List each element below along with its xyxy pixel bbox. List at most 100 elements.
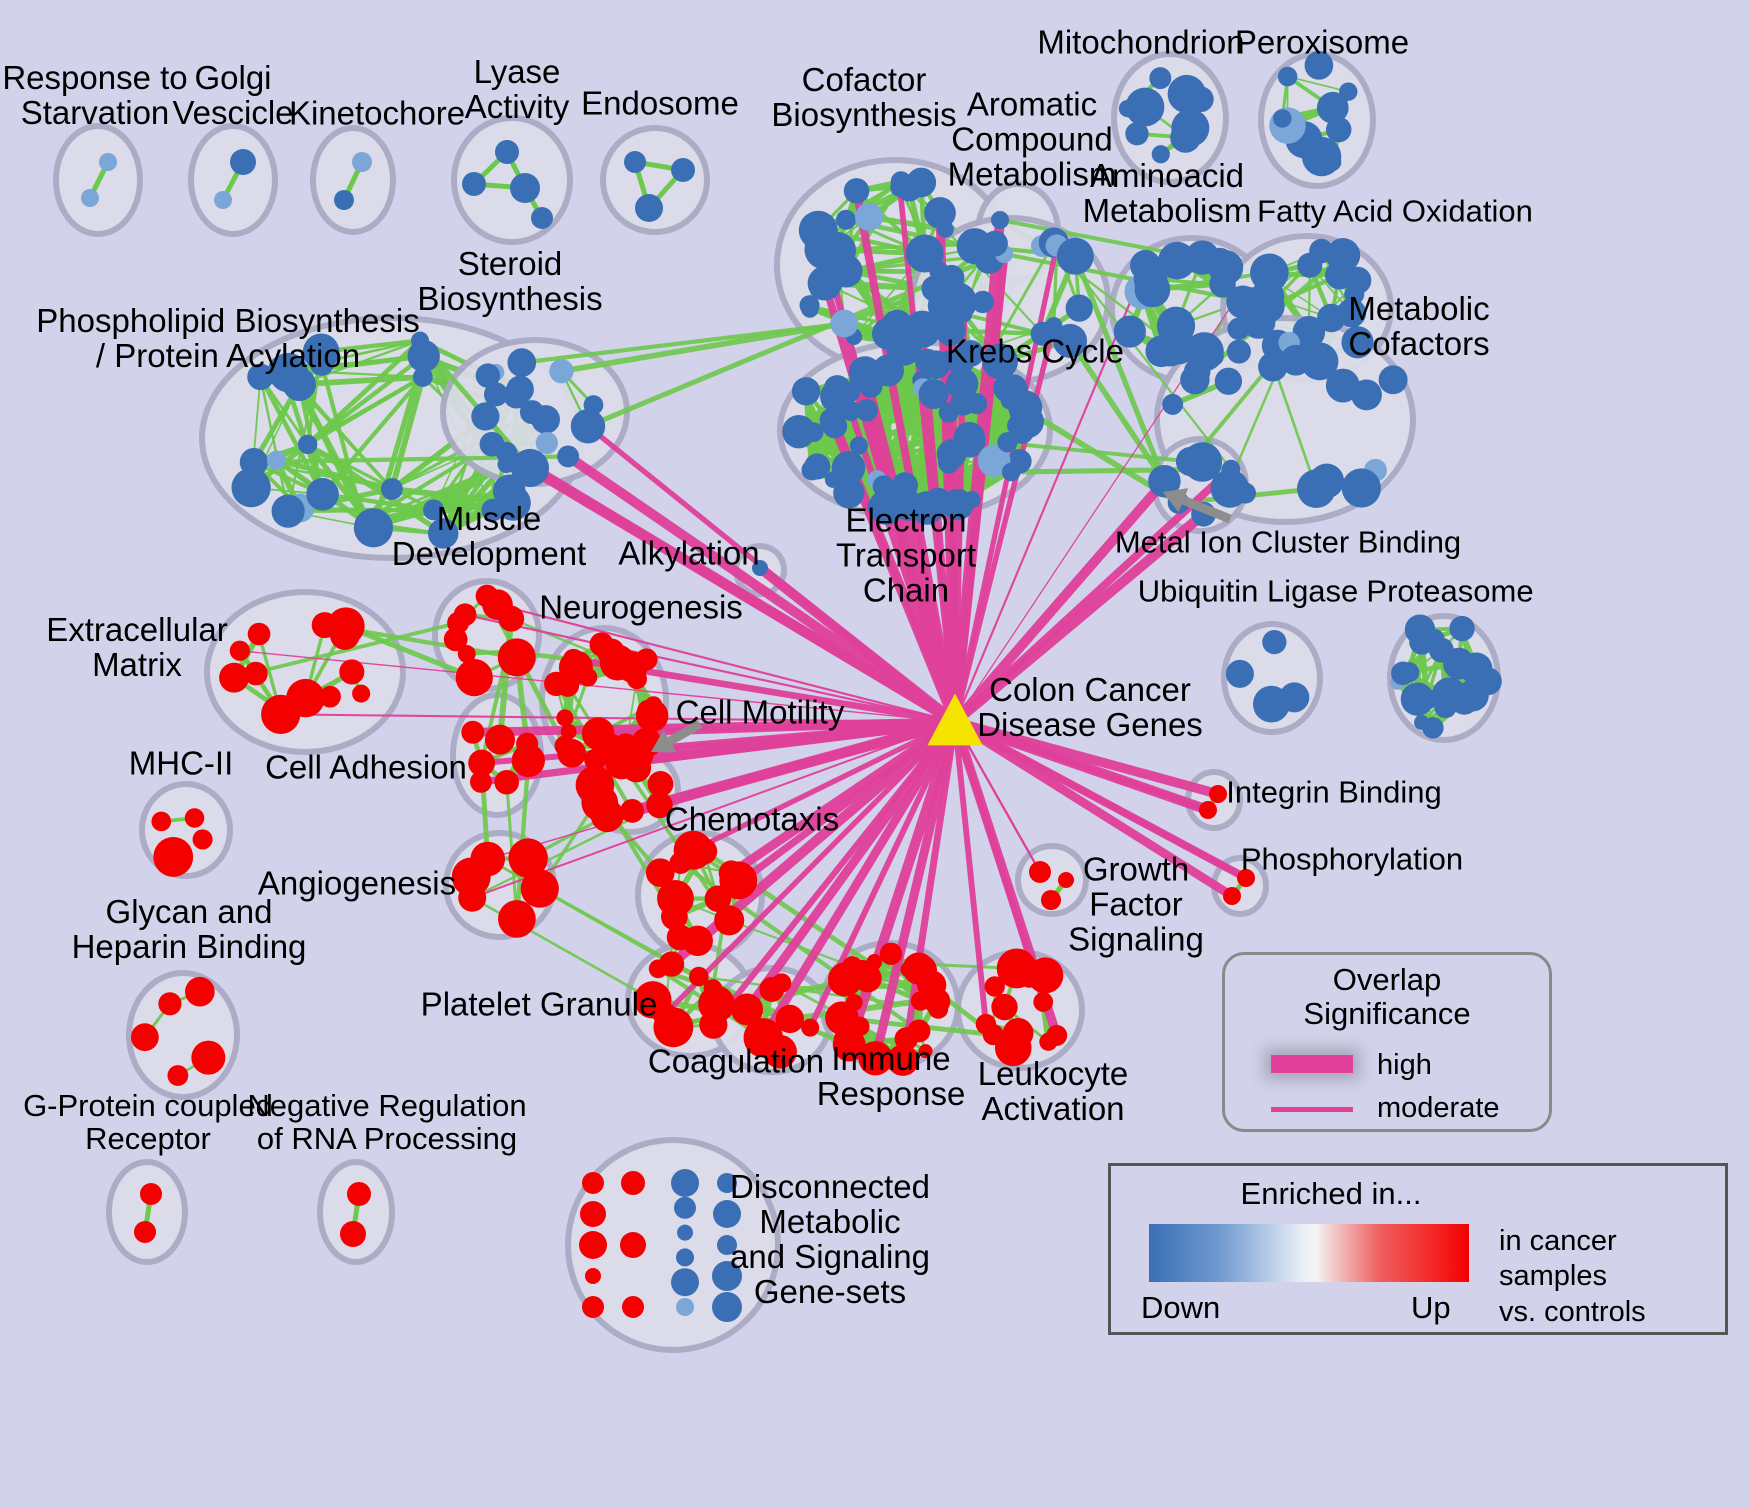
overlap-edge-alkylation <box>757 565 958 725</box>
internal-edge <box>320 374 425 497</box>
gene-set-node <box>247 622 271 646</box>
gene-set-node <box>624 151 646 173</box>
gene-set-node <box>819 407 845 433</box>
gene-set-node <box>620 1232 646 1258</box>
gene-set-node <box>1297 469 1336 508</box>
gene-set-node <box>470 841 506 877</box>
gene-set-node <box>1033 992 1054 1012</box>
gene-set-node <box>849 436 868 455</box>
gene-set-node <box>557 445 580 468</box>
gene-set-node <box>461 720 485 744</box>
gene-set-node <box>717 1173 737 1193</box>
gene-set-node <box>1300 342 1339 381</box>
gene-set-node <box>1337 298 1367 328</box>
gene-set-node <box>671 1268 699 1297</box>
internal-edge <box>259 375 290 513</box>
gene-set-node <box>302 333 340 371</box>
gene-set-node <box>843 178 870 204</box>
gene-set-node <box>340 1221 366 1247</box>
gene-set-node <box>845 993 863 1011</box>
gene-set-node <box>499 643 516 660</box>
gene-set-node <box>905 234 944 273</box>
gene-set-node <box>575 765 615 805</box>
hub-node-colon-cancer-disease-genes[interactable] <box>927 693 983 746</box>
gene-set-node <box>462 172 486 196</box>
gene-set-node <box>910 991 931 1011</box>
gene-set-node <box>975 1013 997 1035</box>
gene-set-node <box>443 627 468 652</box>
enrichment-colorbar <box>1149 1224 1469 1282</box>
overlap-moderate-swatch <box>1271 1107 1353 1112</box>
gene-set-node <box>1162 393 1184 415</box>
gene-set-node <box>666 924 693 951</box>
gene-set-node <box>585 1268 601 1284</box>
gene-set-node <box>1209 271 1236 298</box>
overlap-legend-title: Overlap Significance <box>1303 962 1471 1032</box>
gene-set-node <box>991 211 1009 229</box>
gene-set-node <box>1125 87 1165 127</box>
annotation-arrow-layer <box>651 488 1232 753</box>
gene-set-node <box>352 152 372 172</box>
gene-set-node <box>549 358 574 384</box>
gene-set-node <box>544 671 569 697</box>
gene-set-node <box>801 1018 820 1037</box>
gene-set-node <box>896 176 922 202</box>
gene-set-node <box>582 1172 604 1194</box>
gene-set-node <box>677 1224 693 1241</box>
gene-set-node <box>937 220 954 238</box>
gene-set-node <box>1065 294 1093 322</box>
gene-set-node <box>334 190 354 210</box>
gene-set-node <box>407 339 440 373</box>
gene-set-node <box>423 499 445 521</box>
gene-set-node <box>1250 253 1289 293</box>
bridge-edge <box>232 621 460 680</box>
gene-set-node <box>582 1296 604 1318</box>
gene-set-node <box>688 966 709 987</box>
gene-set-node <box>319 685 341 708</box>
internal-edge <box>962 312 1045 336</box>
gene-set-node <box>867 496 888 518</box>
gene-set-node <box>134 1221 156 1243</box>
gene-set-node <box>483 382 508 407</box>
overlap-edge-leukocyte-activation <box>952 719 989 1028</box>
gene-set-node <box>185 976 215 1007</box>
internal-edge <box>305 374 426 447</box>
enrichment-up-label: Up <box>1411 1290 1451 1325</box>
gene-set-node <box>841 956 863 977</box>
gene-set-node <box>1170 122 1201 153</box>
gene-set-node <box>634 981 672 1019</box>
overlap-edge-cofactor-biosynthesis <box>896 184 958 725</box>
gene-set-node <box>833 477 865 509</box>
gene-set-node <box>380 478 403 500</box>
gene-set-node <box>1149 67 1172 90</box>
gene-set-node <box>947 348 975 376</box>
gene-set-node <box>1273 109 1292 128</box>
gene-set-node <box>1258 352 1288 382</box>
gene-set-node <box>872 475 895 498</box>
gene-set-node <box>717 1235 737 1255</box>
gene-set-node <box>923 487 953 517</box>
gene-set-node <box>516 732 539 755</box>
gene-set-node <box>891 472 919 499</box>
bridge-edge <box>1072 253 1168 484</box>
gene-set-node <box>971 290 994 314</box>
bridge-edge <box>1001 251 1238 301</box>
gene-set-node <box>470 770 492 793</box>
gene-set-node <box>953 421 986 454</box>
gene-set-node <box>1214 367 1243 395</box>
gene-set-node <box>854 202 883 231</box>
gene-set-node <box>244 661 268 686</box>
gene-set-node <box>267 355 298 386</box>
gene-set-node <box>635 648 658 671</box>
gene-set-node <box>977 444 1011 478</box>
gene-set-node <box>427 518 459 549</box>
gene-set-node <box>495 485 531 521</box>
gene-set-node <box>671 1169 699 1197</box>
gene-set-node <box>714 905 745 936</box>
gene-set-node <box>1292 315 1326 349</box>
overlap-edge-angiogenesis <box>471 721 956 899</box>
gene-set-node <box>455 659 493 697</box>
overlap-edge-cell-motility <box>627 717 960 816</box>
gene-set-node <box>775 1004 804 1034</box>
